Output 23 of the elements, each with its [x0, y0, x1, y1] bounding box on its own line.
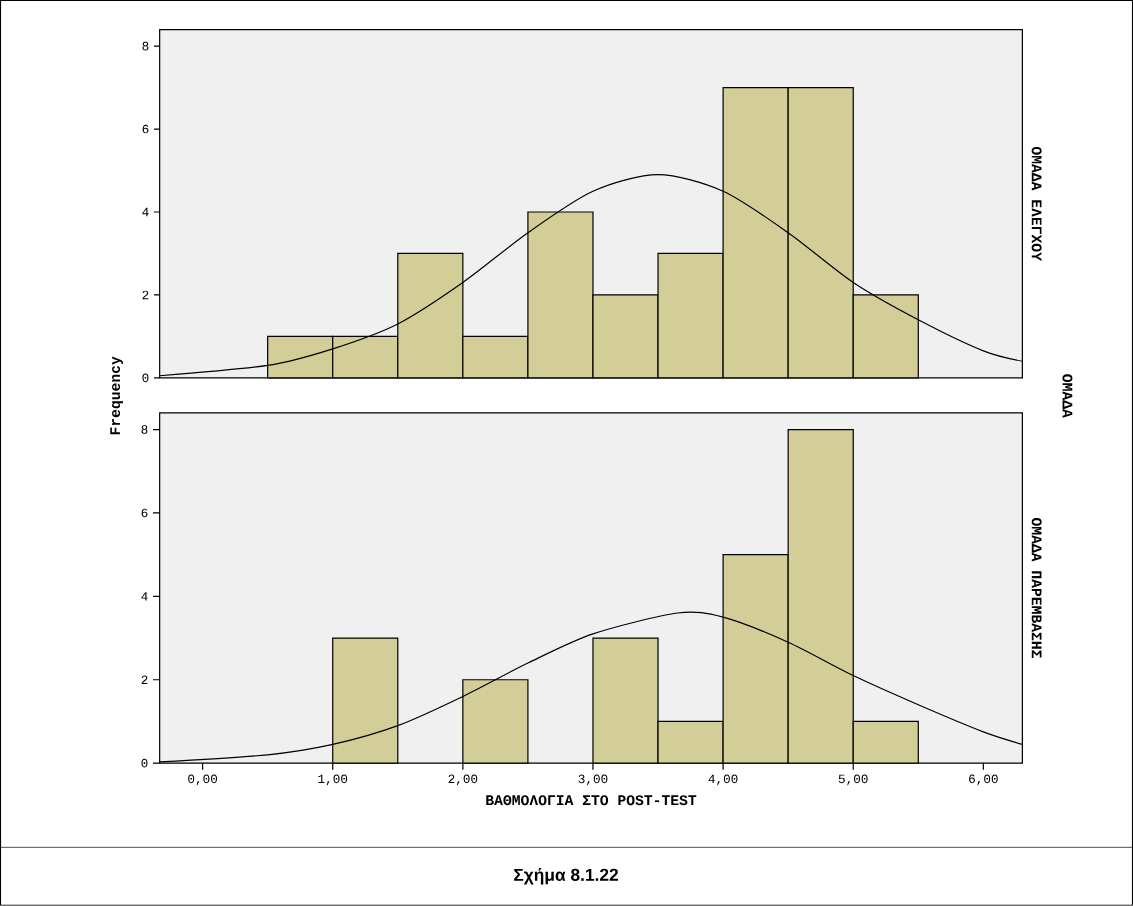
x-tick-label: 2,00: [448, 774, 478, 786]
x-axis-title: ΒΑΘΜΟΛΟΓΙΑ ΣΤΟ POST-TEST: [486, 795, 697, 806]
text: Σχήμα 8.1.22: [514, 868, 618, 885]
y-tick-label: 0: [142, 373, 149, 383]
y-tick-label: 0: [141, 758, 148, 768]
y-tick-label: 2: [142, 290, 149, 300]
x-tick-label: 4,00: [708, 774, 738, 786]
y-tick-label: 8: [142, 41, 149, 51]
text: ΟΜΑΔΑ: [1062, 374, 1073, 418]
x-tick-label: 3,00: [578, 774, 608, 786]
y-tick-label: 4: [141, 592, 148, 601]
y2-axis-title: ΟΜΑΔΑ ΕΛΕΓΧΟΥ: [1031, 147, 1042, 261]
y-tick-label: 6: [142, 124, 149, 134]
y-tick-label: 2: [141, 675, 148, 685]
x-tick-label: 5,00: [838, 774, 868, 786]
x-tick-label: 1,00: [318, 774, 348, 786]
y-tick-label: 8: [141, 425, 148, 434]
y2-axis-title: ΟΜΑΔΑ ΠΑΡΕΜΒΑΣΗΣ: [1031, 518, 1042, 659]
y-tick-label: 6: [141, 508, 148, 518]
x-tick-label: 0,00: [188, 774, 218, 786]
y-axis-title: Frequency: [110, 356, 123, 435]
x-tick-label: 6,00: [969, 774, 998, 786]
y-tick-label: 4: [142, 207, 149, 217]
